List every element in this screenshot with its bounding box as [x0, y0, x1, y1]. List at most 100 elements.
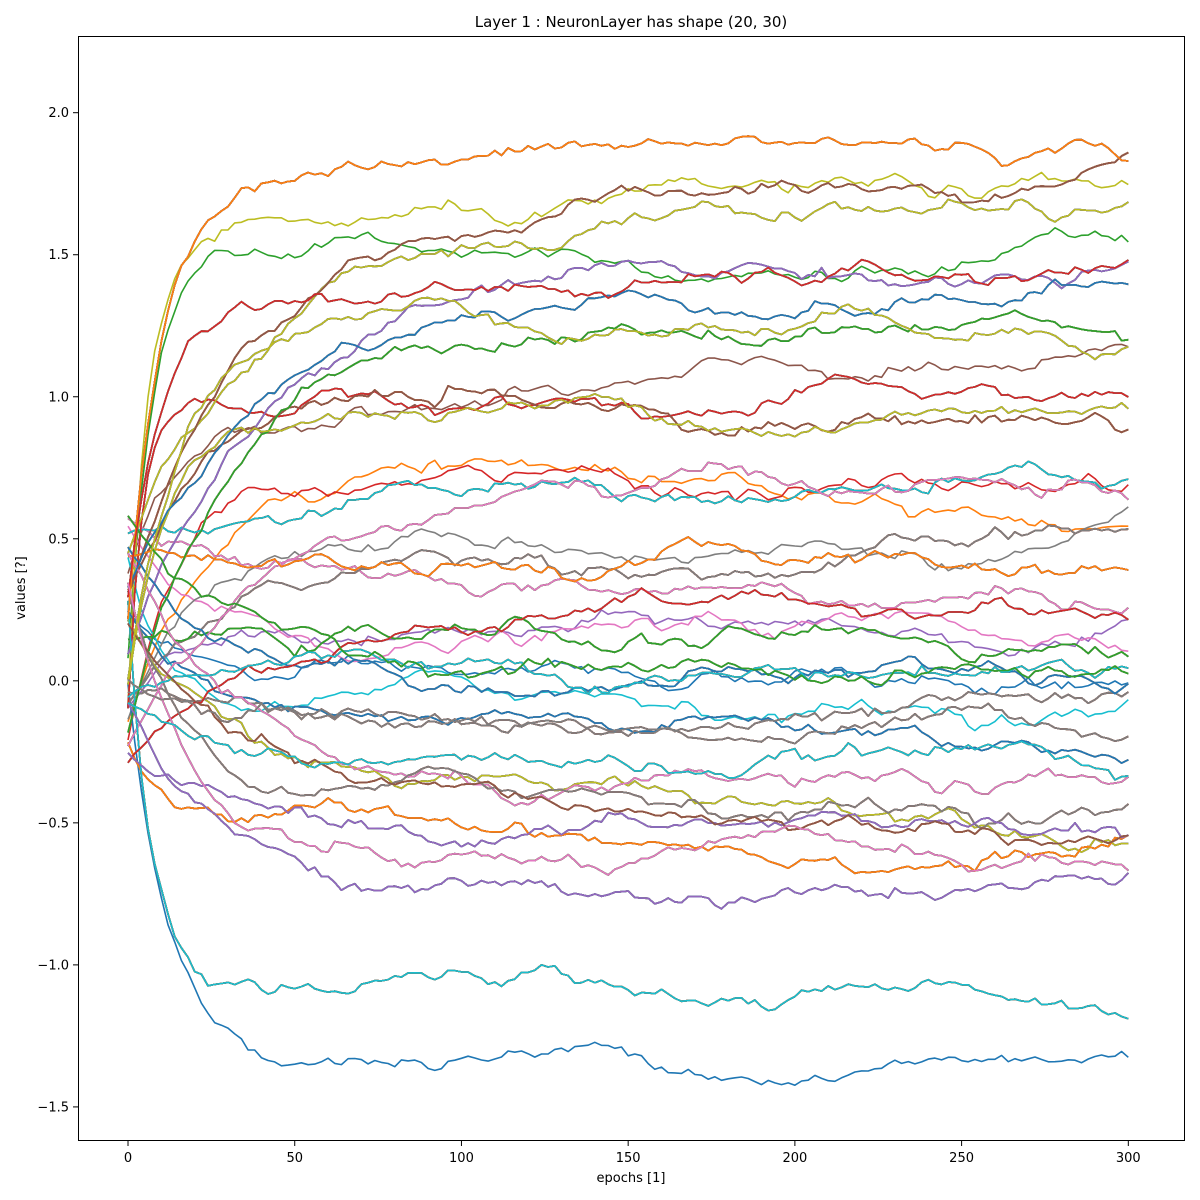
- series-line: [127, 742, 1129, 875]
- series-line: [127, 296, 1129, 680]
- series-line: [127, 296, 1129, 680]
- series-line: [127, 687, 1129, 735]
- series-line: [127, 525, 1129, 663]
- series-line: [127, 679, 1129, 745]
- series-line: [127, 679, 1129, 745]
- plot-frame: [78, 36, 1185, 1141]
- series-line: [127, 679, 1129, 745]
- series-line: [127, 536, 1129, 583]
- y-tick-label: 0.0: [48, 674, 69, 689]
- series-line: [127, 296, 1129, 680]
- series-layer: [127, 135, 1129, 1086]
- x-tick-label: 300: [1116, 1151, 1141, 1166]
- series-line: [127, 552, 1129, 807]
- series-line: [127, 623, 1129, 846]
- series-line: [127, 552, 1129, 807]
- series-line: [127, 151, 1129, 597]
- series-line: [127, 590, 1129, 830]
- series-line: [127, 536, 1129, 583]
- series-line: [127, 296, 1129, 680]
- series-line: [127, 458, 1129, 722]
- series-line: [127, 258, 1129, 598]
- series-line: [127, 742, 1129, 875]
- series-line: [127, 296, 1129, 680]
- series-line: [127, 742, 1129, 875]
- series-line: [127, 679, 1129, 745]
- series-line: [127, 258, 1129, 598]
- series-line: [127, 623, 1129, 846]
- x-tick-label: 0: [124, 1151, 132, 1166]
- x-tick-label: 250: [949, 1151, 974, 1166]
- series-line: [127, 198, 1129, 554]
- series-line: [127, 536, 1129, 583]
- series-line: [127, 515, 1129, 687]
- series-line: [127, 258, 1129, 598]
- series-line: [127, 679, 1129, 745]
- series-line: [127, 687, 1129, 735]
- series-line: [127, 515, 1129, 687]
- series-line: [127, 623, 1129, 846]
- series-line: [127, 702, 1129, 781]
- series-line: [127, 552, 1129, 807]
- series-line: [127, 296, 1129, 680]
- series-line: [127, 623, 1129, 846]
- series-line: [127, 702, 1129, 781]
- series-line: [127, 227, 1129, 659]
- series-line: [127, 552, 1129, 807]
- series-line: [127, 702, 1129, 781]
- series-line: [127, 623, 1129, 846]
- series-line: [127, 536, 1129, 583]
- y-tick-label: 0.5: [48, 532, 69, 547]
- series-line: [127, 258, 1129, 598]
- series-line: [127, 461, 1129, 747]
- y-axis-title: values [?]: [14, 556, 29, 619]
- series-line: [127, 515, 1129, 687]
- series-line: [127, 536, 1129, 583]
- series-line: [127, 552, 1129, 807]
- series-line: [127, 702, 1129, 781]
- series-line: [127, 258, 1129, 598]
- series-line: [127, 552, 1129, 807]
- series-line: [127, 679, 1129, 745]
- series-line: [127, 702, 1129, 781]
- series-line: [127, 609, 1129, 709]
- series-line: [127, 258, 1129, 598]
- series-line: [127, 687, 1129, 735]
- series-line: [127, 702, 1129, 781]
- series-line: [127, 742, 1129, 875]
- series-line: [127, 258, 1129, 598]
- x-axis-title: epochs [1]: [597, 1171, 666, 1186]
- series-line: [127, 515, 1129, 687]
- series-line: [127, 464, 1129, 741]
- series-line: [127, 296, 1129, 680]
- series-line: [127, 296, 1129, 680]
- series-line: [127, 742, 1129, 875]
- y-tick-label: −1.0: [37, 958, 69, 973]
- series-line: [127, 258, 1129, 598]
- series-line: [127, 296, 1129, 680]
- series-line: [127, 679, 1129, 745]
- series-line: [127, 742, 1129, 875]
- series-line: [127, 623, 1129, 846]
- x-axis: 0 50 100 150 200 250 300: [124, 1141, 1141, 1166]
- y-tick-label: 1.0: [48, 390, 69, 405]
- series-line: [127, 687, 1129, 735]
- series-line: [127, 515, 1129, 687]
- series-line: [127, 702, 1129, 781]
- series-line: [127, 536, 1129, 583]
- series-line: [127, 742, 1129, 875]
- series-line: [127, 702, 1129, 781]
- series-line: [127, 515, 1129, 687]
- series-line: [127, 258, 1129, 598]
- series-line: [127, 702, 1129, 781]
- series-line: [127, 259, 1129, 655]
- y-tick-label: 2.0: [48, 106, 69, 121]
- series-line: [127, 552, 1129, 807]
- series-line: [127, 742, 1129, 875]
- series-line: [127, 679, 1129, 745]
- series-line: [127, 687, 1129, 735]
- series-line: [127, 613, 1129, 696]
- series-line: [127, 258, 1129, 598]
- series-line: [127, 536, 1129, 583]
- series-line: [127, 258, 1129, 598]
